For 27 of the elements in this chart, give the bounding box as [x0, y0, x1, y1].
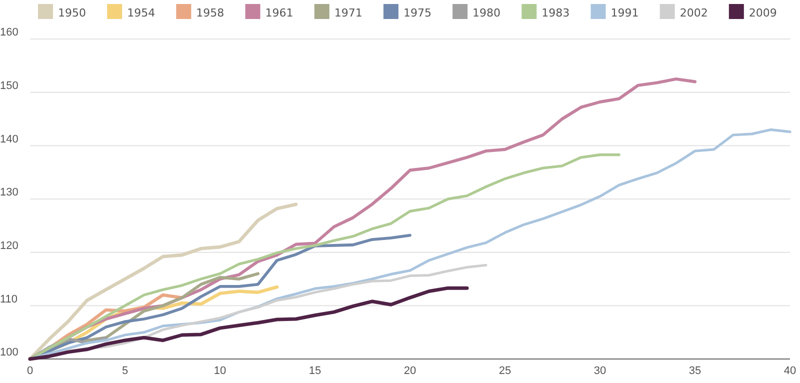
x-tick-label: 35	[688, 364, 702, 377]
x-tick-label: 20	[404, 364, 416, 377]
legend-label: 1980	[472, 6, 501, 20]
y-tick-label: 110	[0, 293, 18, 306]
x-tick-label: 15	[308, 364, 322, 377]
x-tick-label: 30	[594, 364, 606, 377]
legend-label: 2009	[748, 6, 777, 20]
x-tick-label: 5	[122, 364, 128, 377]
x-tick-label: 0	[26, 364, 34, 377]
legend-label: 1958	[196, 6, 224, 20]
x-tick-label: 40	[784, 364, 796, 377]
y-tick-label: 150	[0, 80, 18, 92]
legend-label: 1983	[542, 6, 570, 20]
legend-label: 1961	[265, 6, 294, 20]
x-tick-label: 25	[498, 364, 512, 377]
legend-label: 1975	[403, 6, 432, 20]
y-tick-label: 140	[0, 133, 18, 146]
legend-label: 1991	[610, 6, 639, 20]
legend-label: 1950	[58, 6, 86, 20]
legend-label: 1954	[127, 6, 156, 20]
y-tick-label: 130	[0, 186, 18, 199]
x-tick-label: 10	[214, 364, 226, 377]
legend-label: 1971	[334, 6, 362, 20]
y-tick-label: 100	[0, 346, 18, 359]
legend-label: 2002	[680, 6, 708, 20]
y-tick-label: 120	[0, 240, 18, 252]
y-tick-label: 160	[0, 26, 18, 39]
